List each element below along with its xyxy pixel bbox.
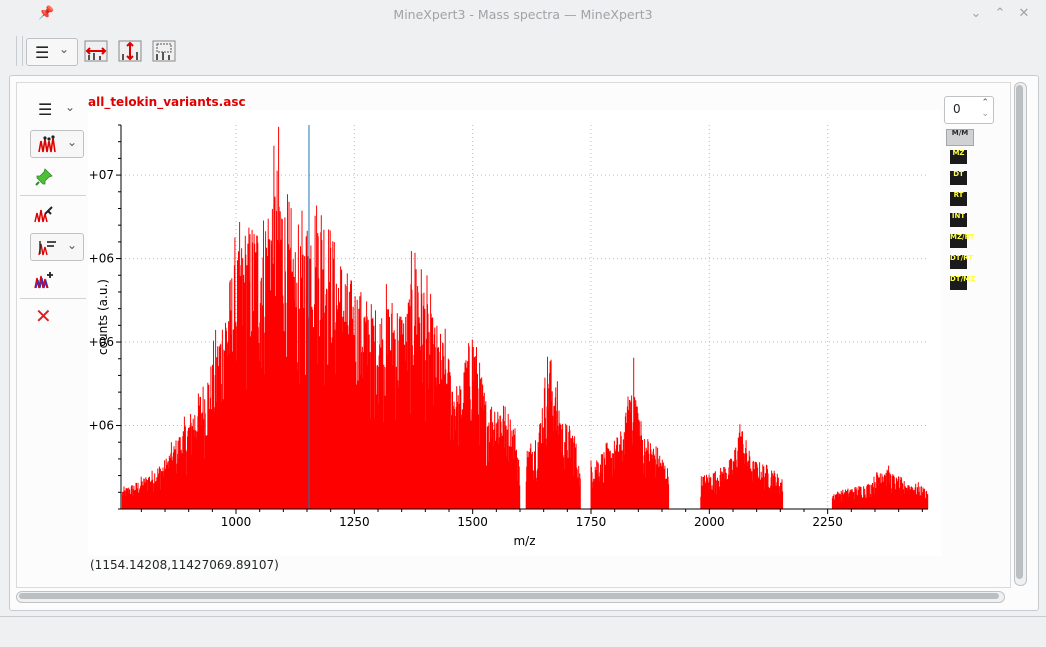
move-horizontal-icon[interactable] bbox=[84, 40, 108, 62]
status-bar bbox=[0, 616, 1046, 647]
axis-button-int[interactable]: INT bbox=[950, 213, 967, 227]
close-window-icon[interactable]: ✕ bbox=[1018, 6, 1030, 21]
horizontal-scrollbar-thumb[interactable] bbox=[19, 593, 999, 599]
x-tick-label: 2000 bbox=[694, 515, 725, 529]
axis-button-dt-mz[interactable]: DT/MZ bbox=[950, 276, 975, 290]
maximize-icon[interactable]: ⌃ bbox=[994, 6, 1006, 21]
y-tick-label: 5E+06 bbox=[88, 335, 114, 349]
plot-menu-button[interactable]: ☰ ⌄ bbox=[36, 100, 84, 122]
main-menu-button[interactable]: ☰ ⌄ bbox=[26, 38, 78, 66]
axis-button-dt-rt[interactable]: DT/RT bbox=[950, 255, 973, 269]
cursor-coordinates: (1154.14208,11427069.89107) bbox=[90, 558, 279, 572]
main-toolbar: ☰ ⌄ bbox=[14, 32, 1034, 70]
window-title: MineXpert3 - Mass spectra — MineXpert3 bbox=[393, 7, 653, 22]
spin-down-icon[interactable]: ⌄ bbox=[981, 109, 989, 119]
filter-combo[interactable]: ⌄ bbox=[30, 233, 84, 261]
add-trace-icon[interactable] bbox=[34, 271, 54, 289]
zoom-region-icon[interactable] bbox=[152, 40, 176, 62]
x-tick-label: 2250 bbox=[812, 515, 843, 529]
axis-button-dt[interactable]: DT bbox=[950, 171, 967, 185]
chevron-down-icon: ⌄ bbox=[59, 42, 70, 56]
hamburger-menu-icon: ☰ bbox=[35, 43, 50, 62]
trace-index-spinbox[interactable]: 0 ⌃ ⌄ bbox=[944, 96, 994, 124]
spectrum-style-icon bbox=[38, 135, 56, 153]
filter-icon bbox=[38, 241, 56, 256]
hamburger-menu-icon: ☰ bbox=[38, 100, 53, 119]
window-titlebar: 📌 MineXpert3 - Mass spectra — MineXpert3… bbox=[0, 0, 1046, 30]
x-tick-label: 1250 bbox=[339, 515, 370, 529]
spectrum-segment bbox=[121, 126, 521, 509]
spectrum-segment bbox=[700, 424, 784, 509]
minimize-icon[interactable]: ⌄ bbox=[970, 6, 982, 21]
pin-window-icon[interactable]: 📌 bbox=[38, 6, 55, 21]
spectrum-segment bbox=[590, 357, 670, 509]
y-axis-label: counts (a.u.) bbox=[96, 279, 110, 355]
mass-spectrum-chart[interactable]: 1000 1250 1500 1750 2000 2250 2.5E+06 5E+06 7.5E… bbox=[88, 110, 942, 556]
axis-button-m-m[interactable]: M/M bbox=[946, 129, 974, 146]
toolbar-grip[interactable] bbox=[16, 36, 23, 66]
spinbox-value: 0 bbox=[953, 102, 961, 116]
integrate-icon[interactable] bbox=[34, 205, 54, 223]
y-tick-label: 2.5E+06 bbox=[88, 419, 114, 433]
horizontal-scrollbar[interactable] bbox=[16, 591, 1005, 603]
vertical-scrollbar[interactable] bbox=[1014, 82, 1027, 586]
x-tick-label: 1500 bbox=[457, 515, 488, 529]
spectrum-style-combo[interactable]: ⌄ bbox=[30, 130, 84, 158]
chevron-down-icon: ⌄ bbox=[66, 135, 77, 149]
spectrum-segment bbox=[831, 465, 929, 509]
chevron-down-icon: ⌄ bbox=[65, 100, 76, 114]
x-axis-label: m/z bbox=[513, 534, 535, 548]
spectrum-segment bbox=[525, 356, 581, 509]
x-tick-label: 1750 bbox=[576, 515, 607, 529]
x-tick-label: 1000 bbox=[221, 515, 252, 529]
spectrum-trace bbox=[121, 126, 929, 509]
axis-button-rt[interactable]: RT bbox=[950, 192, 967, 206]
pin-icon[interactable] bbox=[34, 167, 54, 187]
y-tick-label: 7.5E+06 bbox=[88, 252, 114, 266]
vertical-scrollbar-thumb[interactable] bbox=[1016, 85, 1023, 579]
sidebar-separator bbox=[20, 298, 86, 299]
spin-up-icon[interactable]: ⌃ bbox=[981, 98, 989, 108]
sidebar-separator bbox=[20, 195, 86, 196]
chevron-down-icon: ⌄ bbox=[66, 238, 77, 252]
plot-filename: all_telokin_variants.asc bbox=[88, 95, 246, 109]
close-icon[interactable]: ✕ bbox=[35, 304, 52, 328]
axis-button-mz-rt[interactable]: MZ/RT bbox=[950, 234, 974, 248]
move-vertical-icon[interactable] bbox=[118, 40, 142, 62]
axis-button-mz[interactable]: MZ bbox=[950, 150, 967, 164]
y-tick-label: 1E+07 bbox=[88, 168, 114, 182]
